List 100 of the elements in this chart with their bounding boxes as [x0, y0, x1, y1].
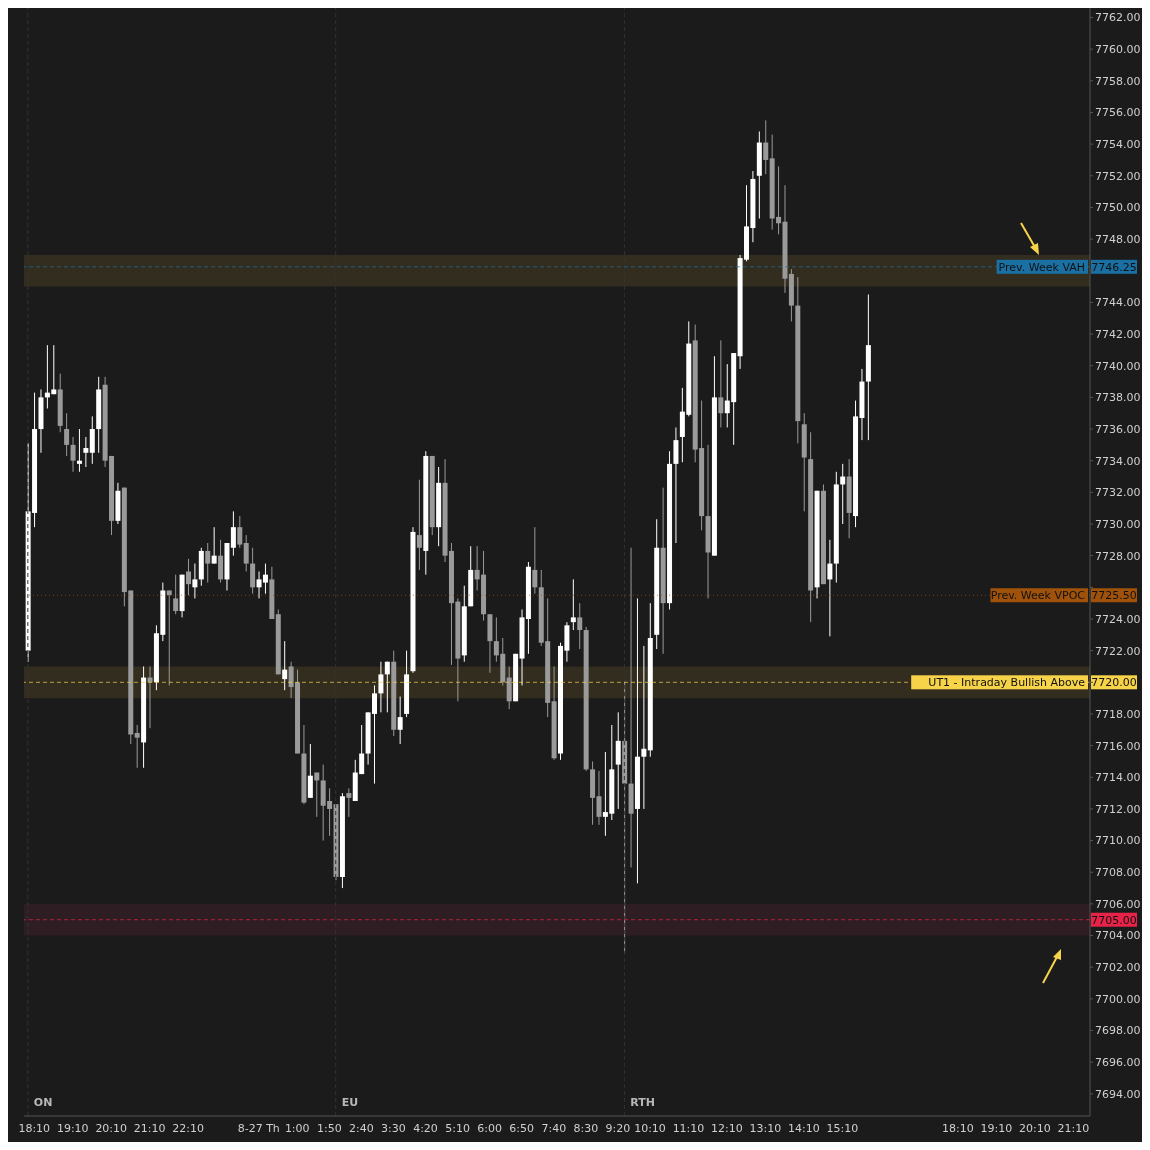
x-tick-label: 11:10 — [672, 1121, 705, 1135]
x-tick-label: 21:10 — [133, 1121, 166, 1135]
x-tick-label: 4:20 — [413, 1121, 438, 1135]
x-tick-label: 2:40 — [349, 1121, 374, 1135]
y-tick-label: 7712.00 — [1095, 802, 1141, 816]
x-tick-label: 13:10 — [749, 1121, 782, 1135]
y-tick-label: 7734.00 — [1095, 454, 1141, 468]
candlestick — [827, 539, 833, 637]
y-tick-label: 7718.00 — [1095, 707, 1141, 721]
candlestick — [570, 578, 576, 631]
x-tick-label: 18:10 — [942, 1121, 974, 1135]
y-tick-label: 7710.00 — [1095, 834, 1141, 848]
candlestick — [307, 743, 313, 799]
x-tick-label: 20:10 — [1018, 1121, 1051, 1135]
text: 7725.50 — [1091, 589, 1137, 603]
ref-line-label: ON — [33, 1096, 53, 1109]
x-tick-label: 1:00 — [284, 1121, 310, 1135]
candlestick — [230, 510, 236, 557]
x-tick-label: 19:10 — [980, 1121, 1013, 1135]
y-tick-label: 7762.00 — [1095, 11, 1141, 25]
text: 7746.25 — [1091, 260, 1137, 274]
candlestick — [89, 415, 95, 465]
candlestick — [243, 534, 249, 572]
candlestick — [378, 661, 384, 713]
y-tick-label: 7738.00 — [1095, 391, 1141, 405]
candlestick — [166, 589, 172, 686]
y-tick-label: 7752.00 — [1095, 169, 1141, 183]
y-tick-label: 7708.00 — [1095, 866, 1141, 880]
candlestick — [628, 547, 634, 868]
y-tick-label: 7696.00 — [1095, 1056, 1141, 1070]
candlestick — [250, 547, 256, 595]
candlestick — [416, 479, 422, 571]
ref-line-label: Prev. Week VPOC — [990, 589, 1086, 603]
candlestick — [185, 558, 191, 596]
y-tick-label: 7694.00 — [1095, 1087, 1141, 1101]
candlestick — [173, 574, 179, 615]
y-tick-label: 7740.00 — [1095, 359, 1141, 373]
x-tick-label: 9:20 — [605, 1121, 631, 1135]
y-tick-label: 7728.00 — [1095, 549, 1141, 563]
y-tick-label: 7732.00 — [1095, 486, 1141, 500]
candlestick — [397, 696, 403, 745]
x-tick-label: 22:10 — [172, 1121, 205, 1135]
candlestick — [83, 436, 89, 468]
y-tick-label: 7730.00 — [1095, 517, 1141, 531]
y-tick-label: 7698.00 — [1095, 1024, 1141, 1038]
candlestick — [641, 645, 647, 810]
x-tick-label: 8:30 — [573, 1121, 599, 1135]
candlestick — [70, 436, 76, 473]
y-tick-label: 7744.00 — [1095, 296, 1141, 310]
y-tick-label: 7716.00 — [1095, 739, 1141, 753]
text: 7720.00 — [1091, 676, 1137, 690]
candlestick — [718, 339, 724, 428]
x-tick-label: 18:10 — [18, 1121, 51, 1135]
x-tick-label: 7:40 — [541, 1121, 567, 1135]
x-tick-label: 10:10 — [634, 1121, 666, 1135]
candlestick — [506, 665, 512, 710]
x-tick-label: 1:50 — [316, 1121, 342, 1135]
y-tick-label: 7724.00 — [1095, 612, 1141, 626]
candlestick — [384, 661, 390, 713]
y-tick-label: 7758.00 — [1095, 74, 1141, 88]
x-tick-label: 6:50 — [509, 1121, 535, 1135]
y-tick-label: 7722.00 — [1095, 644, 1141, 658]
x-tick-label: 20:10 — [95, 1121, 128, 1135]
text: 7705.00 — [1091, 913, 1137, 927]
candlestick — [346, 787, 352, 818]
ref-line-label: UT1 - Intraday Bullish Above — [928, 676, 1086, 690]
y-tick-label: 7736.00 — [1095, 422, 1141, 436]
y-tick-label: 7700.00 — [1095, 992, 1141, 1006]
candlestick — [218, 539, 224, 584]
y-tick-label: 7756.00 — [1095, 106, 1141, 120]
x-tick-label: 21:10 — [1057, 1121, 1090, 1135]
y-tick-label: 7702.00 — [1095, 961, 1141, 975]
ref-line-label: Prev. Week VAH — [998, 260, 1085, 274]
candlestick — [673, 426, 679, 544]
y-tick-label: 7742.00 — [1095, 327, 1141, 341]
x-tick-label: 15:10 — [826, 1121, 859, 1135]
candlestick — [64, 412, 70, 457]
y-tick-label: 7750.00 — [1095, 201, 1141, 215]
candlestick — [237, 515, 243, 549]
candlestick — [192, 563, 198, 599]
x-tick-label: 6:00 — [477, 1121, 503, 1135]
candlestick — [577, 602, 583, 650]
x-tick-label: 5:10 — [445, 1121, 470, 1135]
candlestick — [76, 428, 82, 473]
candlestick — [532, 526, 538, 595]
candlestick — [282, 640, 288, 691]
x-tick-label: 12:10 — [711, 1121, 743, 1135]
ref-line-label: RTH — [630, 1096, 656, 1109]
x-tick-label: 19:10 — [56, 1121, 89, 1135]
y-tick-label: 7714.00 — [1095, 771, 1141, 785]
candlestick — [763, 119, 769, 175]
candlestick — [205, 542, 211, 584]
x-tick-label: 3:30 — [381, 1121, 406, 1135]
y-tick-label: 7706.00 — [1095, 897, 1141, 911]
y-tick-label: 7754.00 — [1095, 138, 1141, 152]
y-tick-label: 7748.00 — [1095, 233, 1141, 246]
candlestick — [211, 526, 217, 565]
y-tick-label: 7760.00 — [1095, 43, 1141, 57]
y-tick-label: 7704.00 — [1095, 929, 1141, 943]
ref-line-label: EU — [341, 1096, 359, 1109]
